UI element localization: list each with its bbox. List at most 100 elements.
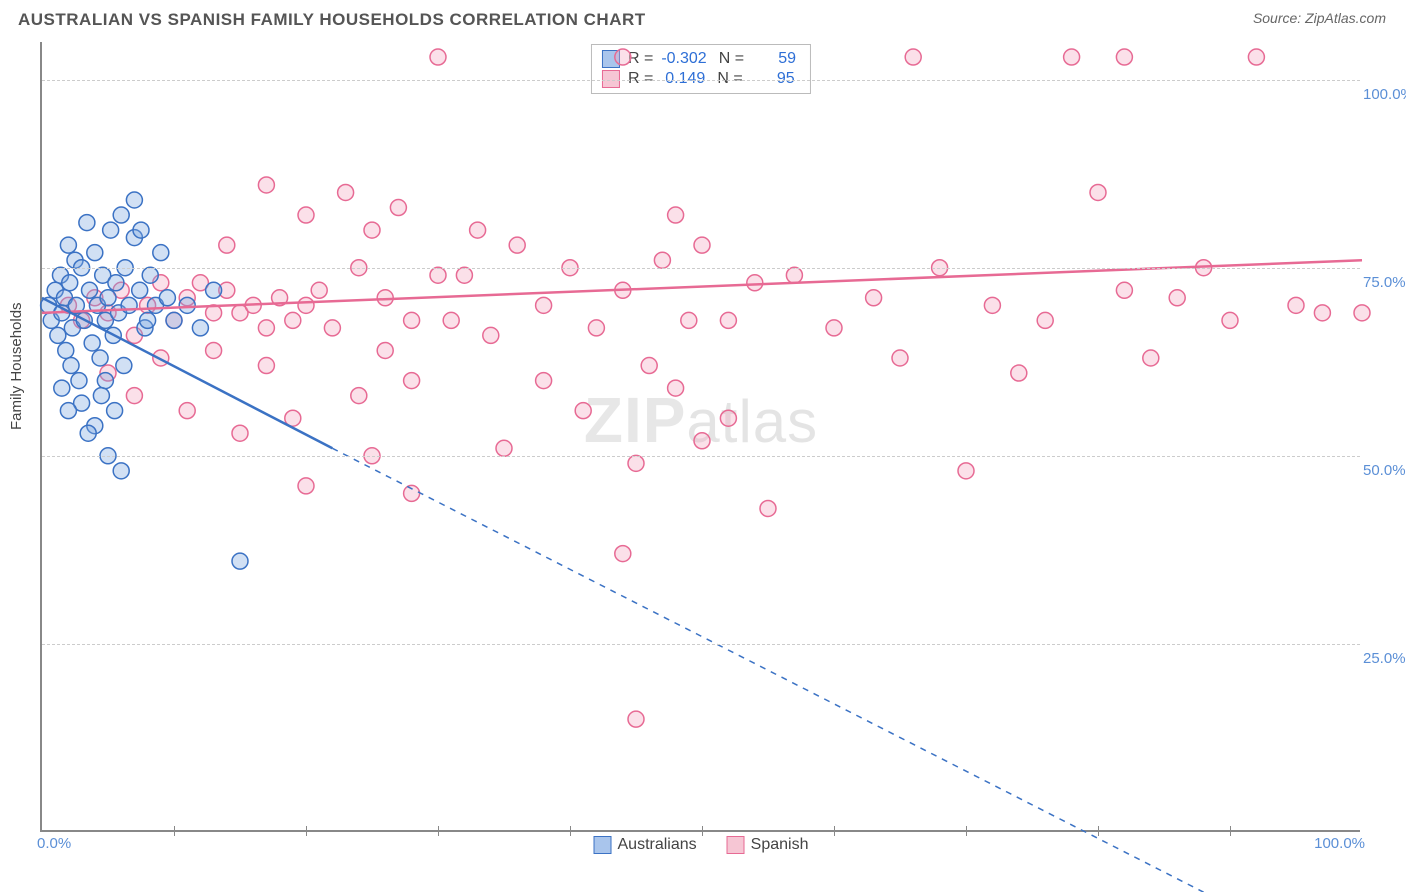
x-tick [702, 826, 703, 836]
point-australians [100, 290, 116, 306]
legend-label: Australians [618, 836, 697, 853]
plot-area: ZIPatlas R =-0.302 N =59 R =0.149 N =95 … [40, 42, 1360, 832]
point-spanish [179, 403, 195, 419]
point-australians [140, 312, 156, 328]
point-spanish [298, 297, 314, 313]
gridline [42, 80, 1360, 81]
x-tick [1230, 826, 1231, 836]
point-australians [50, 327, 66, 343]
point-spanish [1169, 290, 1185, 306]
x-tick [174, 826, 175, 836]
gridline [42, 268, 1360, 269]
point-spanish [1288, 297, 1304, 313]
point-spanish [786, 267, 802, 283]
point-spanish [536, 373, 552, 389]
point-spanish [1248, 49, 1264, 65]
point-spanish [232, 425, 248, 441]
x-tick [966, 826, 967, 836]
point-spanish [958, 463, 974, 479]
point-australians [60, 237, 76, 253]
point-australians [58, 342, 74, 358]
point-australians [121, 297, 137, 313]
point-australians [82, 282, 98, 298]
point-spanish [668, 207, 684, 223]
point-australians [192, 320, 208, 336]
point-spanish [984, 297, 1000, 313]
legend-swatch [727, 836, 745, 854]
point-australians [71, 373, 87, 389]
point-spanish [219, 237, 235, 253]
point-australians [60, 403, 76, 419]
y-axis-label: Family Households [8, 302, 25, 430]
x-tick [570, 826, 571, 836]
point-spanish [694, 433, 710, 449]
point-spanish [1090, 184, 1106, 200]
x-tick-max: 100.0% [1314, 835, 1365, 852]
point-spanish [654, 252, 670, 268]
point-australians [113, 463, 129, 479]
point-spanish [404, 312, 420, 328]
point-spanish [1064, 49, 1080, 65]
point-spanish [826, 320, 842, 336]
point-australians [84, 335, 100, 351]
point-australians [166, 312, 182, 328]
point-spanish [364, 222, 380, 238]
legend-series: Australians Spanish [594, 836, 809, 854]
point-australians [92, 350, 108, 366]
point-spanish [905, 49, 921, 65]
point-australians [142, 267, 158, 283]
point-spanish [430, 267, 446, 283]
point-australians [80, 425, 96, 441]
point-australians [93, 388, 109, 404]
point-spanish [720, 410, 736, 426]
legend-swatch [594, 836, 612, 854]
chart-container: AUSTRALIAN VS SPANISH FAMILY HOUSEHOLDS … [0, 0, 1406, 892]
point-spanish [536, 297, 552, 313]
point-spanish [258, 358, 274, 374]
point-spanish [390, 200, 406, 216]
point-spanish [668, 380, 684, 396]
point-australians [108, 275, 124, 291]
point-australians [107, 403, 123, 419]
y-tick-label: 25.0% [1363, 650, 1406, 667]
point-spanish [1314, 305, 1330, 321]
y-tick-label: 50.0% [1363, 462, 1406, 479]
point-australians [113, 207, 129, 223]
point-spanish [470, 222, 486, 238]
point-spanish [1143, 350, 1159, 366]
point-spanish [456, 267, 472, 283]
point-australians [116, 358, 132, 374]
point-spanish [1011, 365, 1027, 381]
point-spanish [285, 312, 301, 328]
point-spanish [641, 358, 657, 374]
point-spanish [324, 320, 340, 336]
point-spanish [206, 342, 222, 358]
point-spanish [681, 312, 697, 328]
point-australians [159, 290, 175, 306]
point-spanish [1354, 305, 1370, 321]
point-australians [126, 192, 142, 208]
point-spanish [298, 478, 314, 494]
point-australians [179, 297, 195, 313]
point-spanish [430, 49, 446, 65]
x-tick [306, 826, 307, 836]
point-spanish [509, 237, 525, 253]
point-australians [232, 553, 248, 569]
point-spanish [298, 207, 314, 223]
point-spanish [615, 49, 631, 65]
point-spanish [1116, 282, 1132, 298]
point-spanish [628, 711, 644, 727]
gridline [42, 456, 1360, 457]
point-australians [54, 380, 70, 396]
point-spanish [496, 440, 512, 456]
x-tick [834, 826, 835, 836]
point-spanish [258, 177, 274, 193]
legend-label: Spanish [751, 836, 809, 853]
point-spanish [575, 403, 591, 419]
point-spanish [892, 350, 908, 366]
point-australians [87, 245, 103, 261]
point-spanish [377, 342, 393, 358]
legend-item: Spanish [727, 836, 809, 854]
x-tick [438, 826, 439, 836]
point-australians [79, 215, 95, 231]
